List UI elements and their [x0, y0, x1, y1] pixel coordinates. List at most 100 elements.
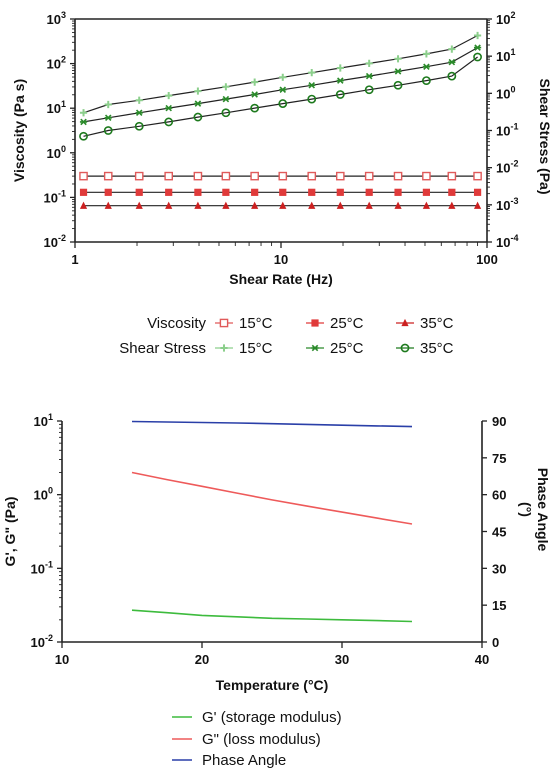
chart1-series-line: [83, 56, 478, 137]
chart1-data-point: [165, 91, 173, 100]
chart1-data-point: [135, 96, 143, 104]
chart1-data-point: [393, 171, 403, 181]
chart1-data-point: [251, 188, 259, 196]
chart2-x-tick-label: 20: [195, 652, 209, 667]
chart1-data-point: [221, 171, 231, 181]
chart1-y-tick-label: 103: [47, 10, 66, 27]
chart1-legend-label: 15°C: [239, 340, 273, 357]
chart1-data-point: [279, 201, 287, 209]
chart1-data-point: [448, 45, 456, 53]
chart1-data-point: [422, 201, 431, 209]
chart1-series-line: [83, 47, 478, 123]
chart1-data-point: [336, 188, 344, 196]
chart1-data-point: [473, 44, 482, 51]
chart1-data-point: [222, 188, 230, 196]
chart1-data-point: [394, 55, 402, 63]
chart1-legend-marker: [400, 343, 410, 353]
chart1-data-point: [278, 99, 288, 108]
chart1-data-point: [279, 86, 287, 93]
chart2-y2-tick-label: 30: [492, 561, 506, 576]
chart1-data-point: [164, 117, 174, 127]
chart1-data-point: [79, 131, 88, 141]
chart1-data-point: [335, 90, 345, 99]
chart1-y2-tick-label: 102: [496, 10, 515, 27]
chart2-series-line: [131, 420, 413, 428]
chart1-data-point: [79, 118, 88, 126]
chart1-data-point: [448, 188, 456, 196]
chart1-x-tick-label: 1: [71, 252, 78, 267]
chart1-data-point: [307, 171, 317, 181]
chart1-x-tick-label: 10: [274, 252, 288, 267]
chart1-data-point: [365, 72, 373, 80]
chart1-data-point: [134, 171, 144, 181]
chart1-y-tick-label: 101: [47, 99, 66, 116]
chart1-data-point: [447, 71, 457, 81]
chart1-data-point: [251, 78, 259, 86]
chart1-data-point: [473, 31, 482, 40]
chart1-data-point: [134, 121, 144, 131]
chart1-data-point: [308, 81, 316, 89]
chart2-y2-tick-label: 60: [492, 488, 506, 503]
chart2-x-tick-label: 40: [475, 652, 489, 667]
chart1-legend-label: 25°C: [330, 315, 364, 332]
chart1-data-point: [104, 188, 112, 196]
chart1-legend-label: 35°C: [420, 315, 454, 332]
chart1-data-point: [364, 171, 374, 181]
chart1-data-point: [336, 64, 344, 72]
chart1-data-point: [422, 76, 431, 86]
chart2-x-axis-title: Temperature (°C): [216, 677, 329, 693]
chart1-legend-label: 15°C: [239, 315, 273, 332]
chart1-data-point: [251, 91, 259, 98]
chart1-data-point: [473, 171, 482, 181]
chart1-data-point: [79, 109, 88, 117]
chart1-data-point: [135, 188, 143, 196]
chart1-data-point: [104, 100, 112, 109]
chart1-legend-label: 25°C: [330, 340, 364, 357]
chart1-data-point: [279, 73, 287, 81]
chart2-legend-label: G" (loss modulus): [202, 731, 321, 748]
chart2-y-tick-label: 100: [34, 486, 53, 503]
chart1-data-point: [221, 108, 231, 118]
chart1-y2-tick-label: 10-3: [496, 196, 518, 213]
chart1-data-point: [104, 114, 112, 122]
chart1-data-point: [79, 201, 88, 209]
chart2-legend-label: G' (storage modulus): [202, 709, 342, 726]
chart1-legend-label: 35°C: [420, 340, 454, 357]
chart1-data-point: [473, 188, 482, 196]
chart1-data-point: [104, 201, 112, 209]
chart1-data-point: [394, 68, 402, 75]
chart1-y2-tick-label: 101: [496, 47, 515, 64]
chart1-data-point: [103, 126, 113, 135]
chart1-data-point: [135, 201, 143, 209]
chart1-data-point: [278, 171, 288, 181]
chart1-data-point: [194, 87, 202, 95]
chart1-data-point: [365, 201, 373, 209]
chart2-series-line: [131, 471, 413, 525]
chart1-data-point: [194, 201, 202, 209]
chart1-y-axis-title: Viscosity (Pa s): [11, 79, 27, 182]
chart1-data-point: [250, 171, 259, 181]
chart2-y2-tick-label: 15: [492, 598, 506, 613]
chart2-y2-tick-label: 90: [492, 414, 506, 429]
chart1-data-point: [193, 171, 203, 181]
chart1-x-tick-label: 100: [476, 252, 498, 267]
chart1-data-point: [251, 201, 259, 209]
chart1-y-tick-label: 10-2: [44, 233, 66, 250]
chart1-data-point: [279, 188, 287, 196]
chart1-data-point: [422, 50, 431, 58]
chart1-data-point: [448, 201, 456, 209]
chart2-x-tick-label: 10: [55, 652, 69, 667]
chart1-legend-group-label: Viscosity: [147, 315, 206, 332]
chart1-data-point: [307, 94, 317, 104]
chart1-data-point: [222, 201, 230, 209]
chart1-legend-group-label: Shear Stress: [119, 340, 206, 357]
chart1-data-point: [422, 63, 431, 70]
chart1-data-point: [393, 80, 403, 90]
chart1-data-point: [422, 171, 431, 181]
chart1-legend-marker: [220, 344, 228, 352]
chart1-data-point: [448, 58, 456, 66]
chart1-data-point: [103, 171, 113, 181]
chart1-data-point: [250, 103, 260, 113]
chart2-y2-tick-label: 75: [492, 451, 506, 466]
